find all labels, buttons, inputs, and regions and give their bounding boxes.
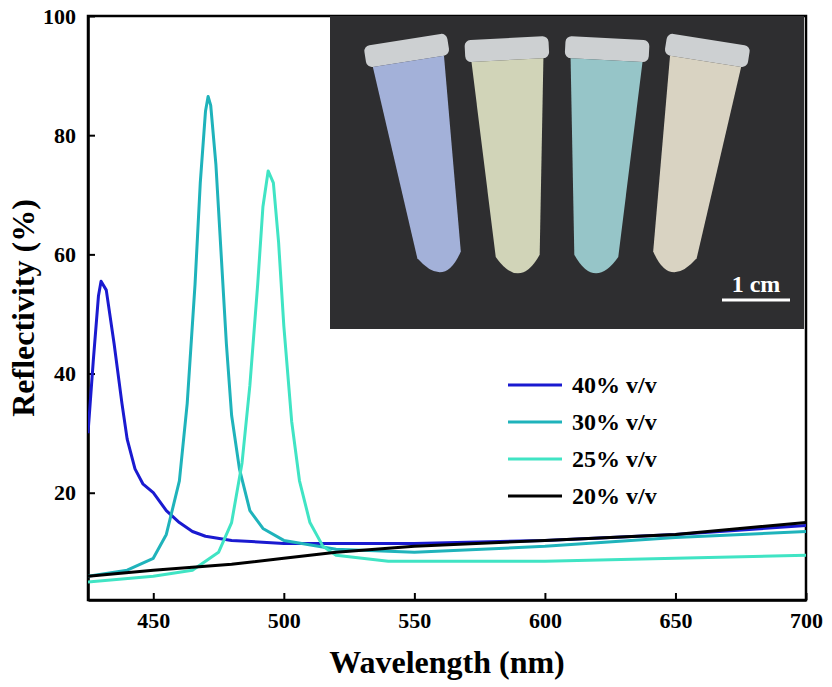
legend-swatch xyxy=(508,384,562,387)
y-tick-label: 40 xyxy=(54,361,76,386)
y-tick-label: 100 xyxy=(43,4,76,29)
x-axis: 450 500 550 600 650 700 xyxy=(89,593,824,633)
y-tick: 60 xyxy=(54,242,95,267)
x-tick: 450 xyxy=(137,593,170,633)
tube-cap xyxy=(464,36,549,62)
tube-body xyxy=(559,58,642,275)
tube-body xyxy=(637,56,742,278)
tube-cap xyxy=(565,36,650,62)
x-tick: 650 xyxy=(659,593,692,633)
legend-label: 30% v/v xyxy=(572,409,657,435)
x-axis-title: Wavelength (nm) xyxy=(329,644,565,680)
x-tick: 550 xyxy=(398,593,431,633)
y-tick-label: 20 xyxy=(54,480,76,505)
x-tick-label: 700 xyxy=(790,608,823,633)
chart: 450 500 550 600 650 700 20 40 60 80 100 Wavelength … xyxy=(0,0,832,687)
x-tick-mark xyxy=(414,593,416,600)
x-tick: 700 xyxy=(790,593,823,633)
y-tick-mark xyxy=(88,492,95,494)
x-tick-label: 600 xyxy=(529,608,562,633)
x-axis-line xyxy=(89,599,807,602)
y-tick: 100 xyxy=(43,4,95,29)
x-tick-mark xyxy=(675,593,677,600)
legend-label: 20% v/v xyxy=(572,483,657,509)
tube-body xyxy=(472,58,555,275)
legend: 40% v/v 30% v/v 25% v/v 20% v/v xyxy=(508,372,657,509)
y-axis: 20 40 60 80 100 xyxy=(43,4,95,601)
legend-swatch xyxy=(508,495,562,498)
x-tick-mark xyxy=(544,593,546,600)
y-axis-title: Reflectivity (%) xyxy=(5,199,41,417)
scale-bar xyxy=(722,299,790,302)
tube xyxy=(553,36,649,276)
legend-swatch xyxy=(508,458,562,461)
y-tick-label: 80 xyxy=(54,123,76,148)
photo-ground xyxy=(330,16,804,329)
legend-swatch xyxy=(508,421,562,424)
legend-label: 40% v/v xyxy=(572,372,657,398)
y-tick: 20 xyxy=(54,480,95,505)
x-tick-mark xyxy=(283,593,285,600)
x-tick-label: 550 xyxy=(398,608,431,633)
plot-frame xyxy=(88,16,806,600)
x-tick-mark xyxy=(806,593,808,600)
x-tick: 500 xyxy=(268,593,301,633)
x-tick: 600 xyxy=(529,593,562,633)
y-tick-mark xyxy=(88,135,95,137)
x-tick-label: 650 xyxy=(659,608,692,633)
y-axis-line xyxy=(87,17,90,601)
tube xyxy=(464,36,560,276)
inset-photo xyxy=(330,16,804,329)
tube xyxy=(363,33,483,279)
y-tick-label: 60 xyxy=(54,242,76,267)
y-tick: 40 xyxy=(54,361,95,386)
x-tick-label: 500 xyxy=(268,608,301,633)
x-tick-label: 450 xyxy=(137,608,170,633)
legend-label: 25% v/v xyxy=(572,446,657,472)
tube-body xyxy=(373,56,478,278)
scale-bar-label: 1 cm xyxy=(732,271,781,297)
y-tick-mark xyxy=(88,16,95,18)
series-line xyxy=(88,523,806,577)
x-tick-mark xyxy=(153,593,155,600)
y-tick: 80 xyxy=(54,123,95,148)
tube xyxy=(631,33,751,279)
y-tick-mark xyxy=(88,254,95,256)
